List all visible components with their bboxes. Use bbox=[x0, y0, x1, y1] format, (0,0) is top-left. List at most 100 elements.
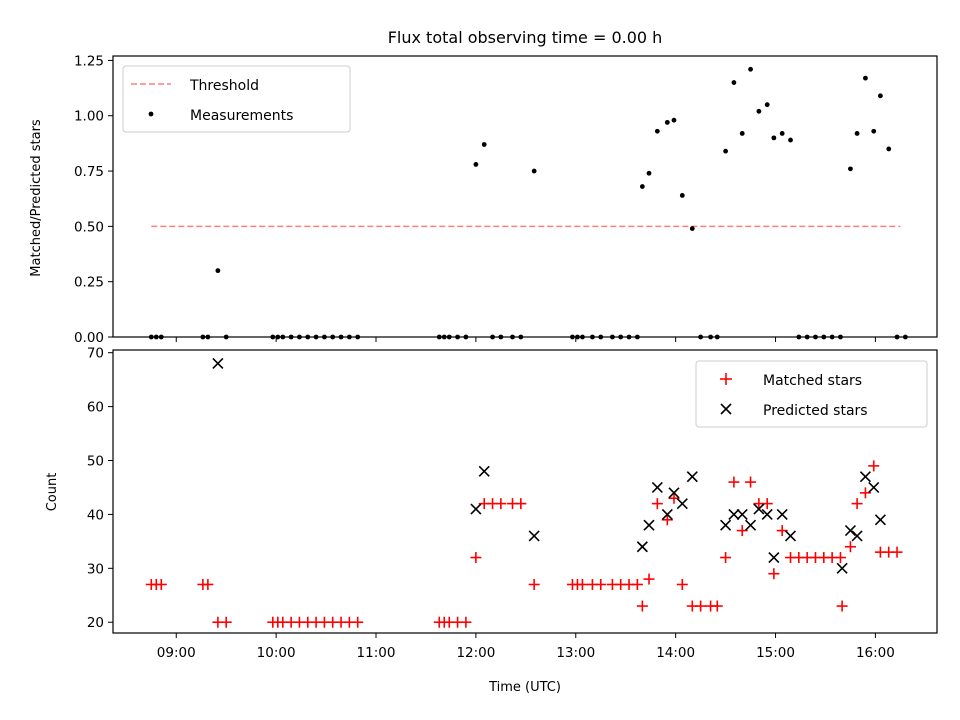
predicted-star-marker bbox=[844, 525, 857, 537]
measurement-point bbox=[779, 131, 785, 136]
matched-star-marker bbox=[844, 541, 856, 553]
measurement-point bbox=[473, 162, 479, 167]
matched-star-marker bbox=[460, 616, 472, 628]
legend-matched-swatch bbox=[720, 373, 732, 385]
predicted-star-marker bbox=[470, 503, 482, 515]
matched-star-marker bbox=[155, 578, 167, 590]
predicted-star-marker bbox=[478, 465, 490, 477]
top-panel: Flux total observing time = 0.00 h Match… bbox=[29, 28, 938, 346]
predicted-star-marker bbox=[736, 508, 748, 520]
matched-star-marker bbox=[636, 600, 648, 612]
matched-star-marker bbox=[668, 492, 680, 504]
predicted-star-marker bbox=[776, 508, 788, 520]
measurement-point bbox=[748, 66, 753, 72]
predicted-star-marker bbox=[212, 357, 224, 370]
measurement-point bbox=[723, 148, 728, 154]
bottom-legend-box bbox=[695, 360, 928, 428]
measurement-point bbox=[679, 192, 685, 198]
y-tick-label: 0.00 bbox=[74, 330, 104, 346]
matched-star-marker bbox=[761, 498, 773, 510]
top-y-ticks: 0.00 0.25 0.50 0.75 1.00 1.25 bbox=[74, 53, 113, 346]
matched-star-marker bbox=[891, 546, 903, 558]
matched-star-marker bbox=[202, 578, 214, 590]
bottom-plot-area bbox=[145, 357, 903, 628]
x-tick-label: 16:00 bbox=[856, 645, 895, 661]
y-tick-label: 0.25 bbox=[74, 275, 104, 291]
matched-star-marker bbox=[528, 578, 540, 590]
matched-star-marker bbox=[776, 525, 788, 537]
x-tick-label: 15:00 bbox=[756, 645, 795, 661]
matched-star-marker bbox=[745, 476, 757, 488]
top-x-ticks bbox=[175, 337, 876, 342]
x-tick-label: 11:00 bbox=[357, 645, 396, 661]
x-tick-label: 09:00 bbox=[157, 645, 196, 661]
predicted-star-marker bbox=[651, 481, 663, 494]
y-tick-label: 0.50 bbox=[74, 219, 104, 235]
legend-measurements-label: Measurements bbox=[190, 108, 293, 124]
predicted-star-marker bbox=[761, 508, 773, 520]
matched-star-marker bbox=[695, 600, 707, 612]
measurement-point bbox=[848, 166, 853, 172]
x-axis-label: Time (UTC) bbox=[488, 680, 561, 695]
y-tick-label: 1.00 bbox=[74, 109, 104, 125]
matched-star-marker bbox=[728, 476, 740, 488]
measurement-point bbox=[886, 146, 892, 152]
predicted-star-marker bbox=[728, 508, 740, 520]
x-tick-label: 13:00 bbox=[556, 645, 595, 661]
measurement-point bbox=[531, 168, 537, 174]
x-tick-label: 14:00 bbox=[656, 645, 695, 661]
matched-star-marker bbox=[643, 573, 655, 585]
predicted-star-marker bbox=[686, 471, 698, 483]
y-tick-label: 50 bbox=[87, 454, 104, 470]
measurement-point bbox=[871, 128, 877, 134]
y-tick-label: 40 bbox=[87, 507, 104, 523]
matched-star-marker bbox=[495, 498, 507, 510]
bottom-x-ticks: 09:00 10:00 11:00 12:00 13:00 14:00 15:00 16:00 bbox=[157, 633, 895, 661]
legend-measurements-swatch bbox=[148, 111, 154, 117]
matched-star-marker bbox=[676, 578, 688, 590]
matched-star-marker bbox=[836, 600, 848, 612]
x-tick-label: 10:00 bbox=[257, 645, 296, 661]
measurement-point bbox=[654, 128, 660, 134]
matched-star-marker bbox=[651, 498, 663, 510]
predicted-star-marker bbox=[784, 530, 797, 542]
top-legend: Threshold Measurements bbox=[122, 65, 351, 133]
predicted-star-marker bbox=[643, 519, 655, 531]
matched-star-marker bbox=[515, 498, 527, 510]
predicted-star-marker bbox=[668, 487, 680, 499]
measurement-point bbox=[664, 119, 670, 125]
legend-predicted-label: Predicted stars bbox=[763, 403, 868, 419]
predicted-star-marker bbox=[676, 498, 688, 510]
matched-star-marker bbox=[661, 514, 673, 526]
measurement-point bbox=[788, 137, 793, 143]
matched-star-marker bbox=[631, 578, 643, 590]
matched-star-marker bbox=[834, 552, 846, 564]
predicted-star-marker bbox=[744, 519, 757, 531]
measurement-point bbox=[756, 108, 762, 114]
top-axes-frame bbox=[112, 55, 938, 338]
matched-star-marker bbox=[711, 600, 723, 612]
matched-star-marker bbox=[720, 552, 732, 564]
predicted-star-marker bbox=[836, 562, 848, 574]
bottom-legend: Matched stars Predicted stars bbox=[695, 360, 928, 428]
top-legend-box bbox=[122, 65, 351, 133]
measurement-point bbox=[215, 268, 221, 274]
y-tick-label: 70 bbox=[87, 346, 104, 362]
legend-matched-label: Matched stars bbox=[763, 373, 862, 389]
measurement-point bbox=[639, 184, 645, 189]
matched-star-marker bbox=[868, 460, 880, 472]
measurement-point bbox=[863, 75, 868, 81]
measurement-point bbox=[731, 80, 737, 85]
matched-star-marker bbox=[768, 568, 780, 580]
predicted-star-marker bbox=[528, 530, 540, 542]
y-tick-label: 30 bbox=[87, 561, 104, 577]
bottom-y-axis-label: Count bbox=[45, 473, 60, 512]
matched-star-marker bbox=[851, 498, 863, 510]
legend-threshold-label: Threshold bbox=[189, 78, 259, 94]
predicted-star-marker bbox=[868, 481, 880, 494]
matched-star-marker bbox=[220, 616, 232, 628]
y-tick-label: 0.75 bbox=[74, 164, 104, 180]
measurement-point bbox=[764, 102, 770, 108]
matched-star-marker bbox=[576, 578, 588, 590]
